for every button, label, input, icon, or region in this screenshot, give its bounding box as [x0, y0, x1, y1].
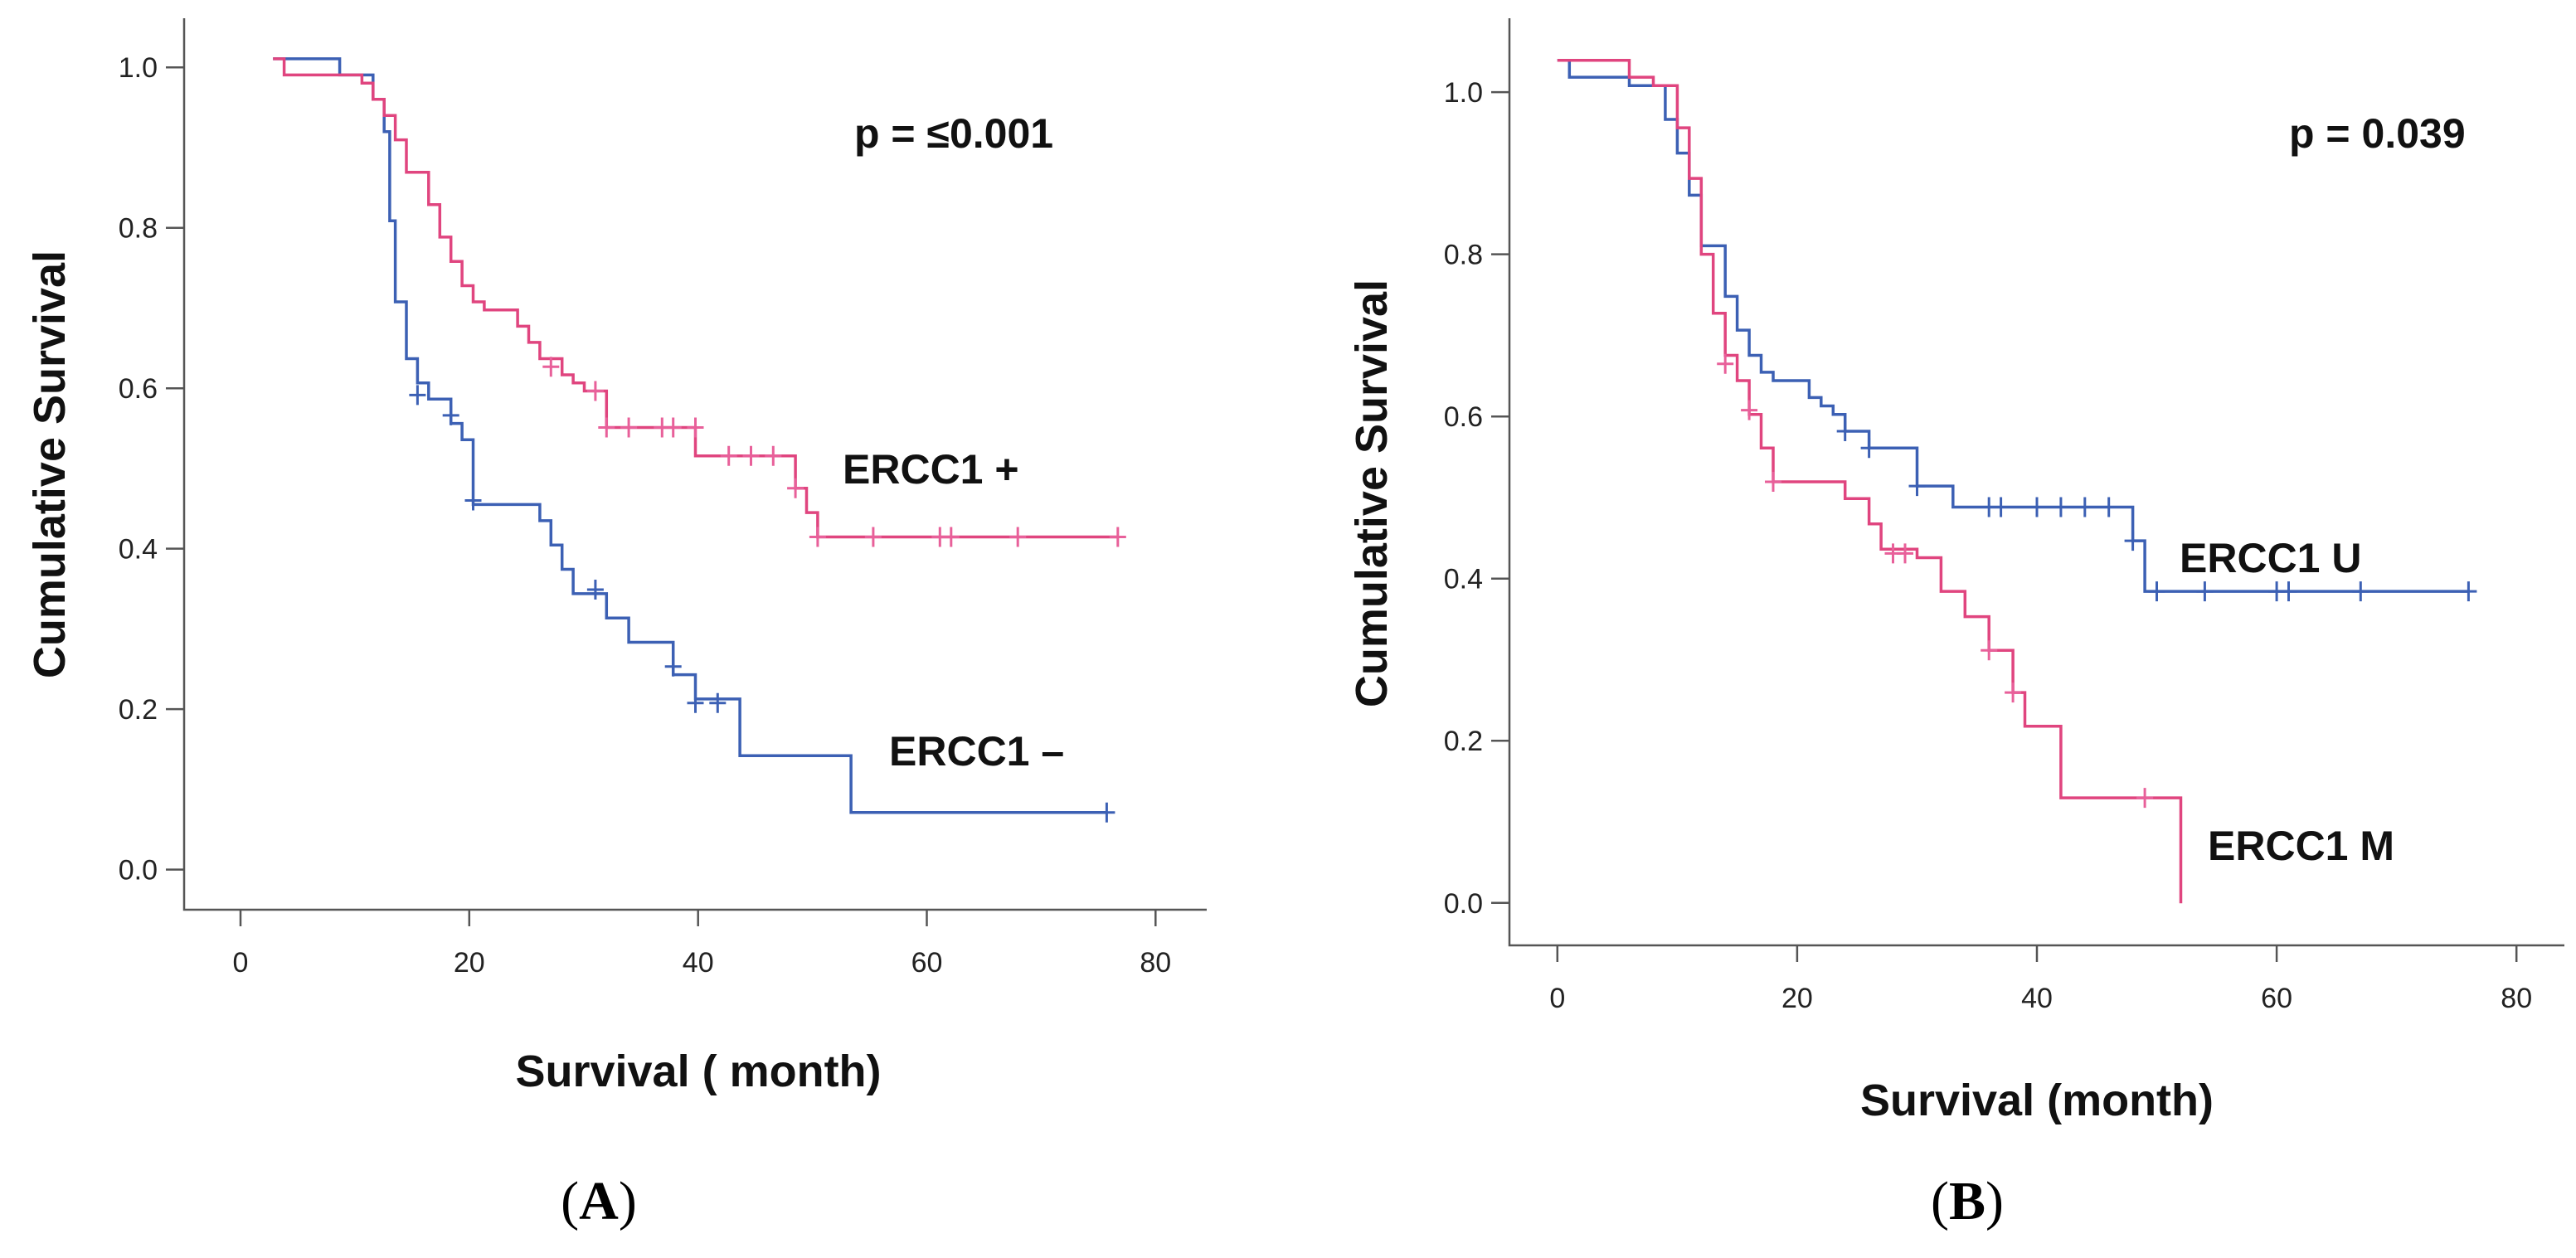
chart-a-censor-mark-ercc1-3	[586, 580, 604, 600]
chart-a-plot-area	[273, 57, 1126, 823]
chart-b-censor-mark-ercc1-m-4	[1897, 543, 1913, 564]
chart-b-x-tick-label-4: 80	[2501, 983, 2532, 1014]
chart-a-y-tick-label-4: 0.8	[119, 213, 158, 245]
chart-a-censor-mark-ercc1-11	[809, 527, 826, 547]
chart-a-axes	[182, 18, 1207, 911]
chart-a-censor-mark-ercc1-15	[1009, 527, 1027, 547]
chart-b-censor-mark-ercc1-u-1	[1860, 438, 1878, 459]
chart-b-censor-mark-ercc1-u-5	[2029, 497, 2045, 517]
chart-a-censor-mark-ercc1-12	[864, 527, 882, 547]
panel-letter-a: A	[579, 1171, 619, 1231]
chart-b-censor-mark-ercc1-u-11	[2196, 581, 2214, 602]
chart-a: 0.0 0.2 0.4 0.6 0.8 1.0 0 20 40 60 80 Su…	[25, 18, 1207, 1096]
chart-b-y-axis-title: Cumulative Survival	[1347, 279, 1397, 707]
chart-a-censor-mark-ercc1-7	[720, 445, 737, 466]
chart-b-censor-mark-ercc1-m-0	[1717, 353, 1734, 374]
chart-b-x-tick-label-3: 60	[2261, 983, 2292, 1014]
chart-b-censor-mark-ercc1-u-0	[1836, 421, 1854, 441]
chart-a-x-tick-label-4: 80	[1140, 947, 1171, 979]
chart-a-x-tick-label-2: 40	[683, 947, 714, 979]
chart-b-y-tick-label-5: 1.0	[1444, 77, 1483, 109]
chart-b-x-axis-title: Survival (month)	[1860, 1076, 2214, 1125]
chart-b-y-tick-label-1: 0.2	[1444, 726, 1483, 757]
chart-b-censor-mark-ercc1-m-1	[1741, 400, 1758, 420]
chart-b-censor-mark-ercc1-m-6	[2005, 682, 2022, 703]
chart-b-series-label-m: ERCC1 M	[2208, 823, 2394, 869]
chart-a-censor-mark-ercc1-3	[620, 417, 638, 438]
chart-a-censor-mark-ercc1-2	[598, 417, 615, 438]
chart-b-censor-mark-ercc1-u-2	[1908, 476, 1926, 497]
chart-b-axes	[1508, 18, 2564, 947]
chart-b-x-ticks: 0 20 40 60 80	[1549, 945, 2532, 1014]
chart-b-censor-mark-ercc1-u-13	[2280, 581, 2297, 602]
chart-a-censor-mark-ercc1-5	[687, 692, 704, 713]
chart-a-x-tick-label-3: 60	[911, 947, 943, 979]
chart-a-censor-mark-ercc1-1	[586, 381, 604, 401]
chart-a-x-tick-label-0: 0	[233, 947, 249, 979]
chart-b-y-tick-label-2: 0.4	[1444, 564, 1483, 595]
chart-b-censor-mark-ercc1-m-7	[2136, 788, 2154, 809]
chart-a-censor-mark-ercc1-14	[942, 527, 960, 547]
chart-a-censor-mark-ercc1-0	[542, 357, 560, 377]
chart-a-y-tick-label-1: 0.2	[119, 694, 158, 726]
chart-a-x-axis-title: Survival ( month)	[515, 1047, 881, 1096]
chart-b-series-line-ercc1-m-1	[1557, 59, 2183, 904]
chart-b-x-tick-label-1: 20	[1781, 983, 1813, 1014]
chart-b-censor-mark-ercc1-u-6	[2052, 497, 2069, 517]
chart-b-censor-mark-ercc1-u-15	[2460, 581, 2477, 602]
chart-a-y-tick-label-3: 0.6	[119, 373, 158, 405]
chart-b-y-tick-label-0: 0.0	[1444, 888, 1483, 920]
chart-b-censor-mark-ercc1-u-4	[1992, 497, 2010, 517]
chart-b-y-tick-label-3: 0.6	[1444, 401, 1483, 433]
panel-letter-b: B	[1949, 1171, 1985, 1231]
chart-b-censor-mark-ercc1-m-2	[1765, 472, 1781, 492]
chart-a-censor-mark-ercc1-6	[709, 692, 727, 713]
chart-b-censor-mark-ercc1-u-7	[2076, 497, 2093, 517]
chart-b-series-label-u: ERCC1 U	[2180, 535, 2361, 581]
chart-a-x-ticks: 0 20 40 60 80	[233, 910, 1171, 979]
chart-b-y-tick-label-4: 0.8	[1444, 240, 1483, 271]
chart-a-censor-mark-ercc1-0	[409, 385, 426, 406]
chart-a-y-tick-label-5: 1.0	[119, 52, 158, 84]
chart-b-p-value: p = 0.039	[2289, 110, 2466, 157]
chart-b-censor-mark-ercc1-u-8	[2100, 497, 2117, 517]
chart-a-censor-mark-ercc1-7	[1098, 802, 1115, 823]
chart-a-series-line-ercc1-0	[273, 57, 1107, 814]
chart-a-y-tick-label-2: 0.4	[119, 534, 158, 566]
chart-a-censor-mark-ercc1-1	[442, 405, 459, 425]
chart-a-censor-mark-ercc1-6	[687, 417, 704, 438]
chart-a-x-tick-label-1: 20	[454, 947, 485, 979]
chart-b-censor-mark-ercc1-u-14	[2352, 581, 2369, 602]
chart-a-y-axis-title: Cumulative Survival	[25, 250, 75, 678]
chart-a-censor-mark-ercc1-8	[742, 445, 760, 466]
chart-b-x-tick-label-0: 0	[1549, 983, 1565, 1014]
panel-label-b: (B)	[1931, 1171, 2004, 1231]
chart-b-censor-mark-ercc1-u-9	[2124, 531, 2141, 551]
chart-a-censor-mark-ercc1-2	[464, 490, 482, 511]
chart-a-y-ticks: 0.0 0.2 0.4 0.6 0.8 1.0	[119, 52, 184, 886]
chart-a-censor-mark-ercc1-4	[664, 656, 682, 677]
chart-a-censor-mark-ercc1-16	[1109, 527, 1126, 547]
chart-a-censor-mark-ercc1-9	[765, 445, 782, 466]
chart-b-y-ticks: 0.0 0.2 0.4 0.6 0.8 1.0	[1444, 77, 1509, 920]
chart-a-censor-mark-ercc1-10	[787, 478, 804, 498]
chart-b-x-tick-label-2: 40	[2021, 983, 2053, 1014]
chart-a-censor-mark-ercc1-5	[664, 417, 682, 438]
chart-a-p-value: p = ≤0.001	[854, 110, 1053, 157]
chart-b: 0.0 0.2 0.4 0.6 0.8 1.0 0 20 40 60 80 Su…	[1347, 18, 2564, 1125]
chart-b-plot-area	[1557, 59, 2477, 904]
chart-a-series-label-neg: ERCC1 –	[889, 728, 1064, 775]
chart-b-censor-mark-ercc1-u-10	[2148, 581, 2165, 602]
chart-a-y-tick-label-0: 0.0	[119, 855, 158, 886]
chart-a-series-label-pos: ERCC1 +	[843, 446, 1019, 493]
chart-b-censor-mark-ercc1-m-5	[1981, 640, 1998, 661]
panel-label-a: (A)	[561, 1171, 637, 1231]
